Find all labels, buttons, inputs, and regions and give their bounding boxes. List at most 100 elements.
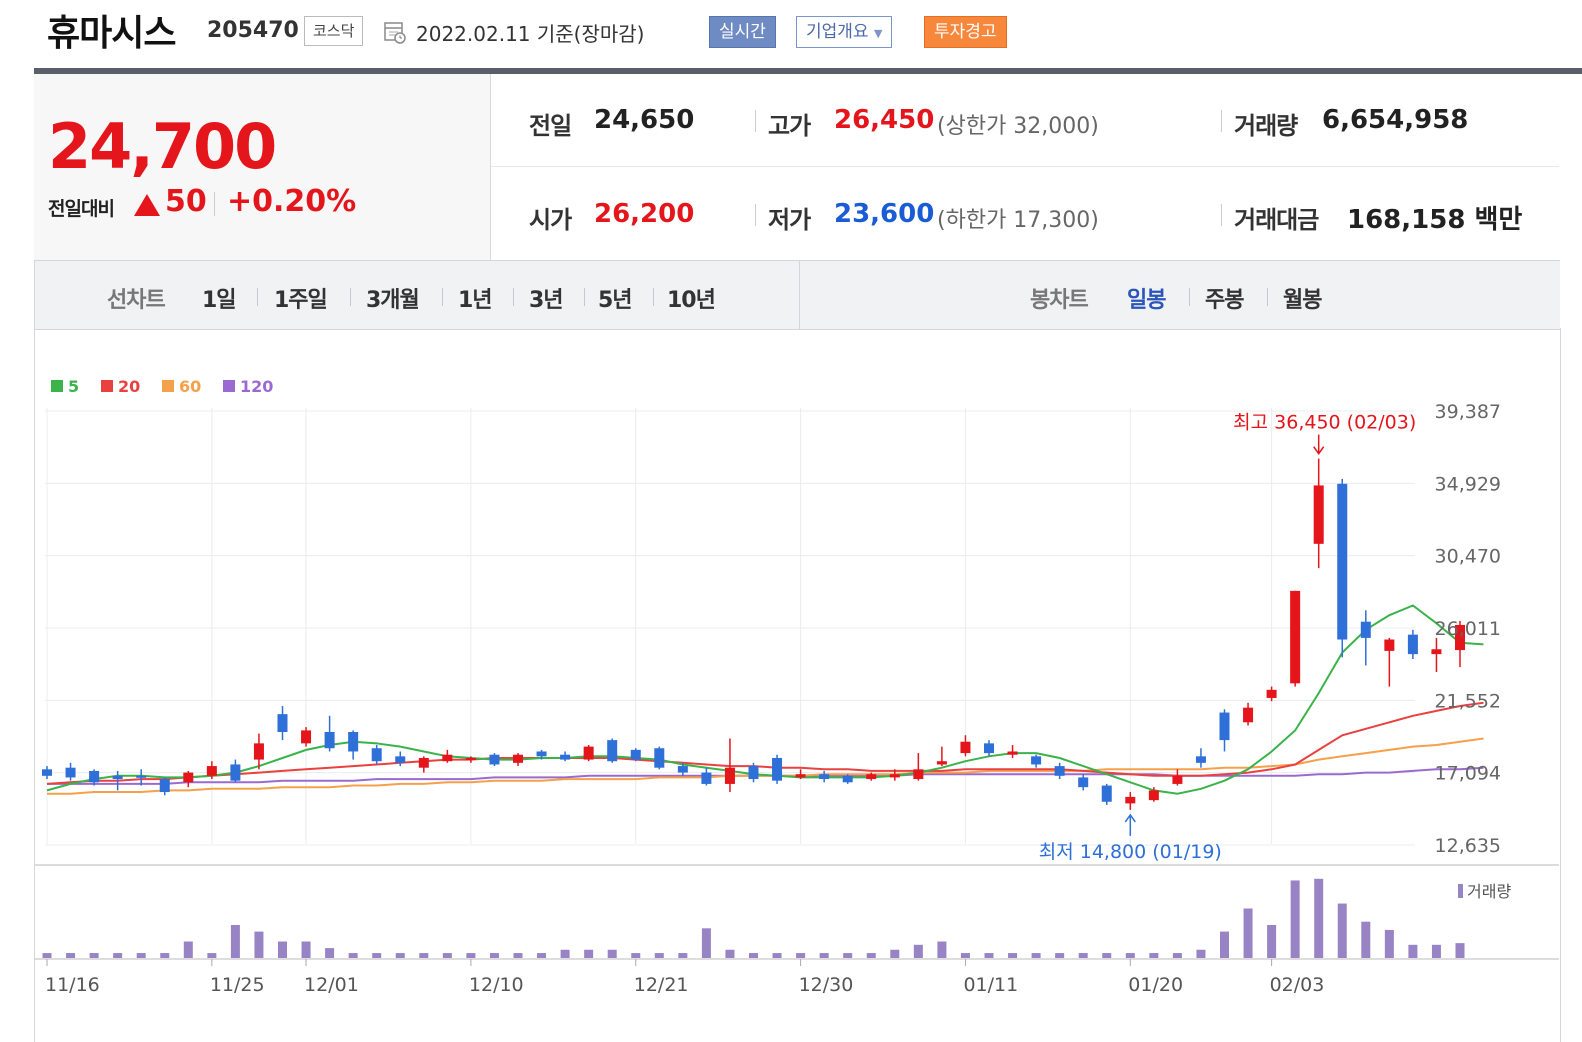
y-tick-label: 21,552 [1435,690,1501,712]
high-label: 고가 [768,112,811,140]
volume-bar [725,949,735,958]
high-value: 26,450 [834,105,935,135]
volume-bar [819,953,829,958]
legend-label: 120 [240,377,273,396]
tab-separator [584,288,585,306]
tab-line-3m[interactable]: 3개월 [366,288,420,313]
volume-bar [301,941,311,958]
ma20-line [46,701,1484,785]
volume-bar [537,953,547,958]
line-chart-label: 선차트 [107,288,166,313]
volume-bar [1267,925,1277,958]
legend-label: 5 [68,377,79,396]
chevron-down-icon: ▼ [873,27,883,40]
candle-body [89,770,100,783]
candle-body [489,754,500,765]
tab-line-1w[interactable]: 1주일 [274,288,328,313]
candle-body [936,761,947,765]
candle-body [560,754,571,760]
volume-bar [1455,943,1465,958]
y-tick-label: 17,094 [1435,763,1501,785]
x-axis: 11/16 11/25 12/01 12/10 12/21 12/30 01/11 01/20… [35,958,1559,996]
stock-name: 휴마시스 [47,13,176,54]
tab-candle-monthly[interactable]: 월봉 [1283,288,1322,313]
candle-body [1290,590,1301,684]
candle-body [1148,790,1159,801]
volume-bar [254,931,264,958]
volume-bar [160,953,170,958]
company-overview-dropdown[interactable]: 기업개요 ▼ [796,16,893,48]
volume-bar [607,949,617,958]
volume-value: 6,654,958 [1322,105,1469,135]
header-divider [34,68,1582,74]
chart-grid [35,408,1559,866]
investment-warning-badge[interactable]: 투자경고 [924,16,1007,48]
up-triangle-icon [134,194,160,216]
candle-body [206,766,217,776]
candle-body [1219,712,1230,741]
volume-bar [913,944,923,958]
candle-body [136,775,147,778]
x-tick-label: 12/21 [634,974,689,996]
volume-bar [1408,944,1418,958]
volume-bar [1384,929,1394,958]
stock-code: 205470 [207,18,299,43]
x-tick-label: 02/03 [1270,974,1325,996]
candle-body [1054,766,1065,776]
tab-line-10y[interactable]: 10년 [667,288,716,313]
tab-separator [653,288,654,306]
low-arrow-icon [1124,813,1136,823]
stats-row-divider [491,166,1559,167]
candle-body [230,764,241,781]
tab-line-3y[interactable]: 3년 [529,288,564,313]
candle-body [960,741,971,754]
tab-line-1y[interactable]: 1년 [458,288,493,313]
x-tick-label: 11/25 [210,974,265,996]
daily-candle-chart: 5 20 60 120 39,387 34,929 30,470 26,011 21,552 1… [34,328,1561,1042]
tab-candle-daily[interactable]: 일봉 [1127,288,1166,313]
volume-bar [207,953,217,958]
tab-line-5y[interactable]: 5년 [598,288,633,313]
candle-body [913,769,924,780]
x-tick-label: 12/10 [469,974,524,996]
candle-body [795,774,806,778]
volume-bars: 거래량 [42,878,1511,958]
change-rate: +0.20% [227,184,357,219]
candle-body [866,774,877,780]
y-tick-label: 12,635 [1435,835,1501,857]
candle-body [442,754,453,762]
volume-bar [1172,953,1182,958]
x-tick-label: 01/20 [1128,974,1183,996]
candle-body [418,757,429,768]
y-axis: 39,387 34,929 30,470 26,011 21,552 17,094 12,6… [1435,401,1501,857]
high-annotation: 최고 36,450 (02/03) [1233,412,1416,434]
open-label: 시가 [529,206,572,234]
x-tick-label: 01/11 [963,974,1018,996]
volume-bar [325,948,335,958]
volume-bar [749,953,758,958]
price-stats-panel: 전일 24,650 고가 26,450 (상한가 32,000) 거래량 6,6… [491,74,1559,260]
realtime-button[interactable]: 실시간 [709,16,776,48]
volume-bar [678,953,688,958]
tab-candle-weekly[interactable]: 주봉 [1205,288,1244,313]
upper-limit: (상한가 32,000) [937,114,1099,139]
tab-separator [1189,288,1190,306]
volume-bar [136,953,146,958]
candle-body [1078,777,1089,788]
legend-swatch [101,380,113,392]
low-annotation: 최저 14,800 (01/19) [1039,841,1222,863]
volume-legend-swatch [1458,884,1463,898]
chart-type-tabs: 선차트 1일 1주일 3개월 1년 3년 5년 10년 봉차트 일봉 주봉 월봉 [34,260,1560,330]
legend-swatch [162,380,174,392]
annotations: 최고 36,450 (02/03) 최저 14,800 (01/19) [1039,412,1417,863]
low-value: 23,600 [834,199,935,229]
volume-bar [796,953,806,958]
candle-body [536,751,547,757]
tab-group-divider [799,261,800,329]
tab-line-1d[interactable]: 1일 [202,288,237,313]
candle-body [42,769,52,776]
stats-separator [755,204,756,226]
candle-body [324,732,335,749]
chart-legend: 5 20 60 120 [51,377,273,396]
volume-bar [1125,953,1135,958]
